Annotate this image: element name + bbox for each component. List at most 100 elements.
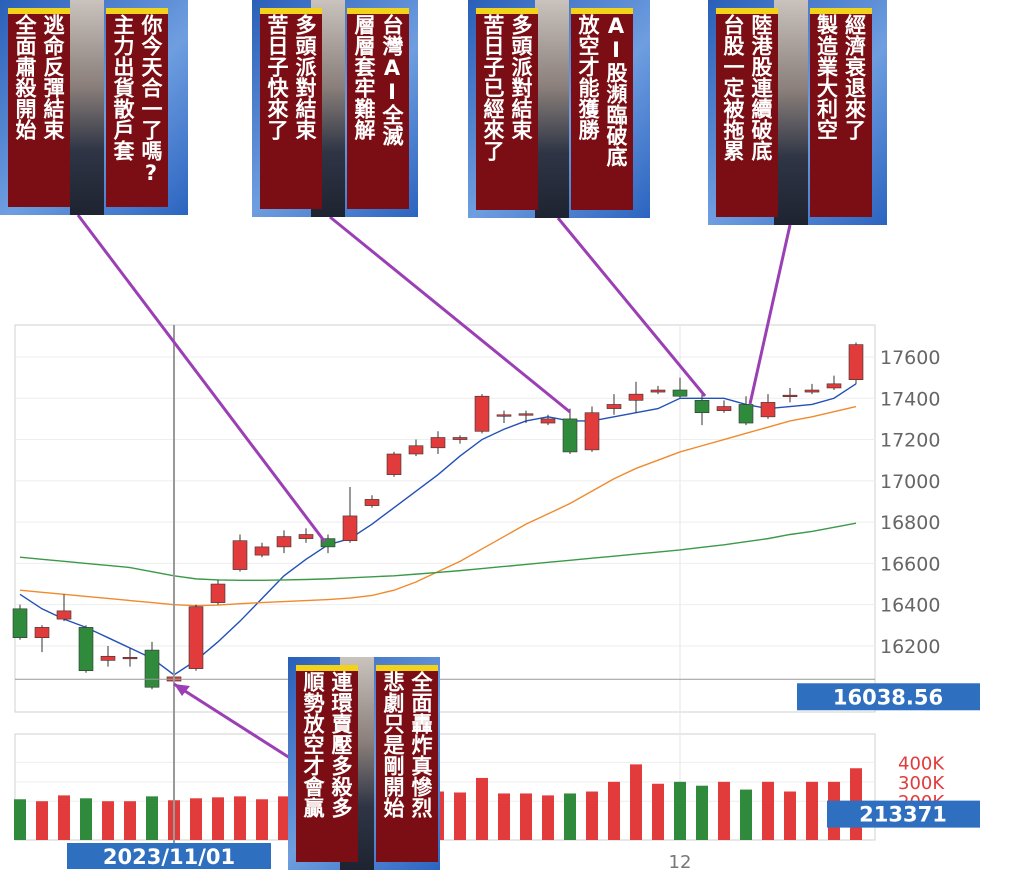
volume-bar xyxy=(762,781,774,840)
caption-text: 層層套牢難解 xyxy=(352,14,376,140)
caption-text: 苦日子快來了 xyxy=(265,14,289,140)
volume-bar xyxy=(542,795,554,840)
candle-body xyxy=(562,418,578,453)
caption: 經濟衰退來了 製造業大利空 xyxy=(809,8,872,217)
caption-text: 你今天合一了嗎? xyxy=(139,14,163,185)
candle-body xyxy=(320,538,336,548)
candle-body xyxy=(782,394,798,397)
caption-text: 全面轟炸真慘烈 xyxy=(409,671,433,818)
caption: AI股瀕臨破底 放空才能獲勝 xyxy=(571,8,633,210)
volume-bar xyxy=(608,781,620,840)
candle-body xyxy=(584,412,600,451)
date-box xyxy=(67,843,271,869)
moving-average-line xyxy=(19,405,857,607)
candle-body xyxy=(408,445,424,455)
candle-body xyxy=(144,649,160,688)
candle-body xyxy=(430,437,446,449)
caption-text: 主力出貨散戶套 xyxy=(111,14,135,161)
volume-bar xyxy=(476,777,488,840)
caption-text: 陸港股連續破底 xyxy=(749,14,773,161)
caption: 陸港股連續破底 台股一定被拖累 xyxy=(716,8,778,217)
candle-body xyxy=(364,499,380,506)
y-tick-label: 16200 xyxy=(880,636,940,658)
volume-box xyxy=(827,800,980,828)
volume-bar xyxy=(740,789,752,840)
caption: 多頭派對結束 苦日子已經來了 xyxy=(476,8,538,210)
volume-bar xyxy=(124,801,136,840)
volume-tick-label: 400K xyxy=(898,753,945,774)
anchor-photo xyxy=(773,0,808,225)
price-box xyxy=(797,683,980,711)
annotation-card: 逃命反彈結束 全面肅殺開始 你今天合一了嗎? 主力出貨散戶套 xyxy=(0,0,188,215)
price-panel xyxy=(14,324,876,713)
volume-bar xyxy=(564,793,576,840)
volume-bar xyxy=(14,799,26,840)
volume-bar xyxy=(520,793,532,840)
x-tick-label: 12 xyxy=(669,852,692,873)
price-label: 16038.56 xyxy=(833,685,943,709)
candle-body xyxy=(78,627,94,672)
annotation-card: 多頭派對結束 苦日子快來了 台灣AI全滅 層層套牢難解 xyxy=(252,0,418,217)
y-tick-label: 17000 xyxy=(880,471,940,493)
pointer-line xyxy=(329,215,571,414)
caption-text: 順勢放空才會贏 xyxy=(301,671,325,818)
caption-text: 多頭派對結束 xyxy=(509,14,533,140)
y-tick-label: 16600 xyxy=(880,553,940,575)
volume-bar xyxy=(278,796,290,840)
volume-bar xyxy=(454,792,466,840)
volume-bar xyxy=(674,781,686,840)
y-tick-label: 17200 xyxy=(880,430,940,452)
candle-body xyxy=(716,406,732,411)
y-tick-label: 16400 xyxy=(880,595,940,617)
caption-text: 放空才能獲勝 xyxy=(576,14,600,140)
candle-body xyxy=(210,583,226,603)
anchor-photo xyxy=(70,0,104,215)
candle-body xyxy=(496,414,512,417)
caption: 逃命反彈結束 全面肅殺開始 xyxy=(8,8,70,207)
pointer-line xyxy=(76,214,327,543)
candle-body xyxy=(56,610,72,620)
volume-bar xyxy=(234,796,246,840)
caption-text: 連環賣壓多殺多 xyxy=(329,671,353,818)
annotation-card: 陸港股連續破底 台股一定被拖累 經濟衰退來了 製造業大利空 xyxy=(708,0,887,225)
pointer-line xyxy=(556,217,707,397)
volume-bar xyxy=(498,793,510,840)
candle-body xyxy=(694,400,710,414)
candle-body xyxy=(298,534,314,539)
moving-average-line xyxy=(19,383,857,676)
candle-body xyxy=(276,536,292,548)
candle-body xyxy=(650,389,666,393)
volume-tick-label: 300K xyxy=(898,773,945,794)
y-tick-label: 17600 xyxy=(880,347,940,369)
volume-bar xyxy=(696,785,708,840)
volume-bar xyxy=(630,764,642,840)
candle-body xyxy=(540,418,556,424)
caption-text: 多頭派對結束 xyxy=(293,14,317,140)
caption: 連環賣壓多殺多 順勢放空才會贏 xyxy=(296,665,358,862)
volume-bar xyxy=(190,798,202,840)
volume-label: 213371 xyxy=(859,803,947,827)
caption: 你今天合一了嗎? 主力出貨散戶套 xyxy=(106,8,168,207)
caption: 台灣AI全滅 層層套牢難解 xyxy=(347,8,409,209)
caption-text: 經濟衰退來了 xyxy=(842,14,867,140)
candle-body xyxy=(628,393,644,401)
volume-bar xyxy=(146,796,158,840)
volume-bar xyxy=(256,799,268,840)
candle-body xyxy=(826,383,842,389)
candle-body xyxy=(342,515,358,541)
candle-body xyxy=(232,540,248,570)
candle-body xyxy=(34,627,50,638)
volume-bar xyxy=(586,791,598,840)
pointer-arrow xyxy=(174,684,190,696)
candle-body xyxy=(672,389,688,397)
candle-body xyxy=(848,344,864,380)
volume-panel xyxy=(14,733,876,841)
candle-body xyxy=(804,389,820,393)
caption-text: 製造業大利空 xyxy=(814,14,839,140)
date-label: 2023/11/01 xyxy=(103,845,235,869)
y-tick-label: 16800 xyxy=(880,512,940,534)
candle-body xyxy=(188,606,204,669)
volume-bar xyxy=(718,781,730,840)
caption-text: 苦日子已經來了 xyxy=(481,14,505,161)
